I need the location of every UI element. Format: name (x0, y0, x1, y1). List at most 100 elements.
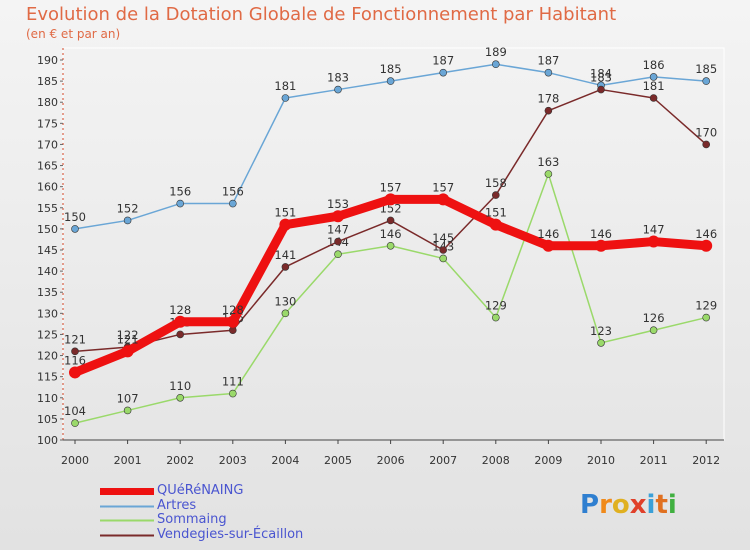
data-label: 185 (380, 62, 402, 76)
y-tick-label: 140 (37, 265, 58, 278)
data-point (702, 140, 711, 149)
y-tick-label: 175 (37, 117, 58, 130)
data-point (123, 216, 132, 225)
data-point (229, 389, 237, 398)
chart-subtitle: (en € et par an) (26, 27, 121, 41)
data-label: 156 (222, 185, 244, 199)
data-point (386, 77, 395, 85)
data-point (544, 106, 553, 115)
data-point (174, 315, 187, 328)
data-label: 186 (643, 58, 665, 72)
legend-swatch-artres (100, 505, 154, 508)
data-label: 157 (380, 180, 402, 194)
data-label: 110 (169, 379, 191, 393)
data-label: 151 (485, 206, 507, 220)
data-label: 111 (222, 375, 244, 389)
data-label: 170 (695, 125, 717, 139)
legend-swatch-vendegies (100, 534, 154, 537)
legend-label-artres: Artres (157, 497, 197, 513)
x-tick-label: 2012 (692, 454, 720, 467)
data-point (649, 73, 658, 81)
data-point (649, 94, 658, 102)
data-point (334, 250, 342, 259)
data-point (597, 85, 605, 94)
data-label: 145 (432, 231, 454, 245)
data-point (386, 216, 395, 225)
data-label: 187 (432, 54, 454, 68)
x-tick-label: 2009 (534, 454, 562, 467)
data-point (542, 239, 555, 252)
data-label: 158 (485, 176, 507, 190)
data-label: 183 (590, 71, 612, 85)
x-tick-label: 2006 (377, 454, 405, 467)
x-tick-label: 2004 (271, 454, 299, 467)
data-point (544, 170, 553, 178)
y-tick-label: 165 (37, 160, 58, 173)
data-point (69, 366, 81, 379)
data-label: 181 (274, 79, 296, 93)
legend-item: Vendegies-sur-Écaillon (100, 526, 304, 543)
data-label: 129 (485, 299, 507, 313)
y-tick-label: 130 (37, 307, 58, 320)
data-point (71, 225, 79, 233)
data-label: 141 (274, 248, 296, 262)
data-point (595, 239, 607, 252)
proxiti-letter: o (611, 490, 630, 520)
data-label: 150 (64, 210, 86, 224)
data-point (332, 210, 344, 223)
data-label: 187 (537, 54, 559, 68)
data-point (121, 345, 134, 358)
data-point (439, 254, 448, 263)
legend-item: Artres (100, 497, 303, 514)
y-tick-label: 145 (37, 244, 58, 257)
y-tick-label: 135 (37, 286, 58, 299)
data-label: 152 (117, 201, 139, 215)
data-label: 126 (643, 311, 665, 325)
legend-swatch-sommaing (100, 519, 154, 522)
y-tick-label: 110 (37, 392, 58, 405)
data-label: 123 (590, 324, 612, 338)
data-label: 147 (643, 223, 665, 237)
legend-label-vendegies: Vendegies-sur-Écaillon (157, 526, 304, 542)
x-tick-label: 2007 (429, 454, 457, 467)
data-label: 107 (117, 391, 139, 405)
data-point (597, 339, 605, 347)
legend-label-querenaing: QUéRéNAING (157, 483, 244, 499)
data-point (334, 237, 342, 246)
data-point (544, 68, 553, 77)
proxiti-logo: Proxiti (580, 490, 677, 520)
y-tick-label: 100 (37, 434, 58, 447)
x-tick-label: 2002 (166, 454, 194, 467)
data-label: 151 (274, 206, 296, 220)
data-point (649, 326, 658, 335)
y-tick-label: 185 (37, 75, 58, 88)
x-tick-label: 2008 (482, 454, 510, 467)
y-tick-label: 105 (37, 413, 58, 426)
data-point (384, 193, 397, 206)
data-label: 128 (222, 303, 244, 317)
y-tick-label: 115 (37, 371, 58, 384)
data-label: 116 (64, 353, 86, 367)
proxiti-letter: t (655, 490, 668, 520)
data-label: 189 (485, 45, 507, 59)
series-2: 104107110111130144146143129163123126129 (64, 155, 717, 427)
series-3: 121122125126141147152145158178183181170 (64, 71, 717, 356)
data-point (281, 309, 290, 318)
data-point (334, 85, 342, 94)
data-label: 146 (537, 227, 559, 241)
data-point (702, 77, 711, 85)
data-point (71, 347, 79, 356)
data-label: 147 (327, 223, 349, 237)
x-tick-label: 2001 (114, 454, 142, 467)
data-point (386, 241, 395, 250)
data-label: 183 (327, 71, 349, 85)
data-label: 122 (117, 328, 139, 342)
data-label: 121 (64, 332, 86, 346)
data-label: 184 (590, 66, 612, 80)
data-label: 153 (327, 197, 349, 211)
data-point (281, 94, 290, 102)
series-line (70, 194, 711, 377)
proxiti-letter: i (667, 490, 677, 520)
legend-item: Sommaing (100, 513, 303, 528)
